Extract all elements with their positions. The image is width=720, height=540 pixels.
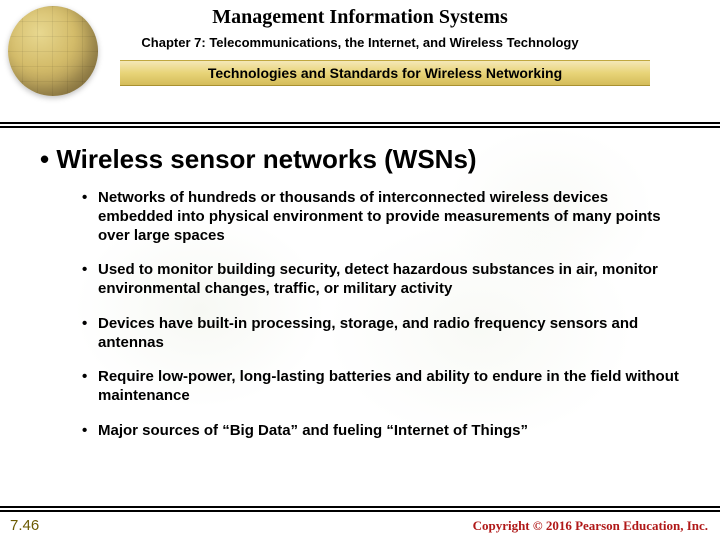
list-item: Networks of hundreds or thousands of int… (82, 189, 680, 245)
copyright-text: Copyright © 2016 Pearson Education, Inc. (473, 518, 708, 534)
list-item: Major sources of “Big Data” and fueling … (82, 422, 680, 441)
chapter-subtitle: Chapter 7: Telecommunications, the Inter… (0, 35, 720, 50)
footer-double-rule (0, 506, 720, 512)
slide-footer: 7.46 Copyright © 2016 Pearson Education,… (0, 506, 720, 540)
list-item: Require low-power, long-lasting batterie… (82, 368, 680, 406)
slide-number: 7.46 (10, 517, 39, 534)
slide-header: Management Information Systems Chapter 7… (0, 0, 720, 126)
content-heading: Wireless sensor networks (WSNs) (40, 144, 680, 175)
bullet-list: Networks of hundreds or thousands of int… (40, 189, 680, 441)
header-double-rule (0, 122, 720, 128)
main-title: Management Information Systems (0, 6, 720, 29)
list-item: Used to monitor building security, detec… (82, 261, 680, 299)
gold-bar: Technologies and Standards for Wireless … (120, 60, 650, 86)
section-subtitle: Technologies and Standards for Wireless … (208, 65, 562, 81)
title-block: Management Information Systems Chapter 7… (0, 0, 720, 86)
slide-content: Wireless sensor networks (WSNs) Networks… (0, 126, 720, 441)
globe-decoration (6, 4, 106, 104)
list-item: Devices have built-in processing, storag… (82, 315, 680, 353)
